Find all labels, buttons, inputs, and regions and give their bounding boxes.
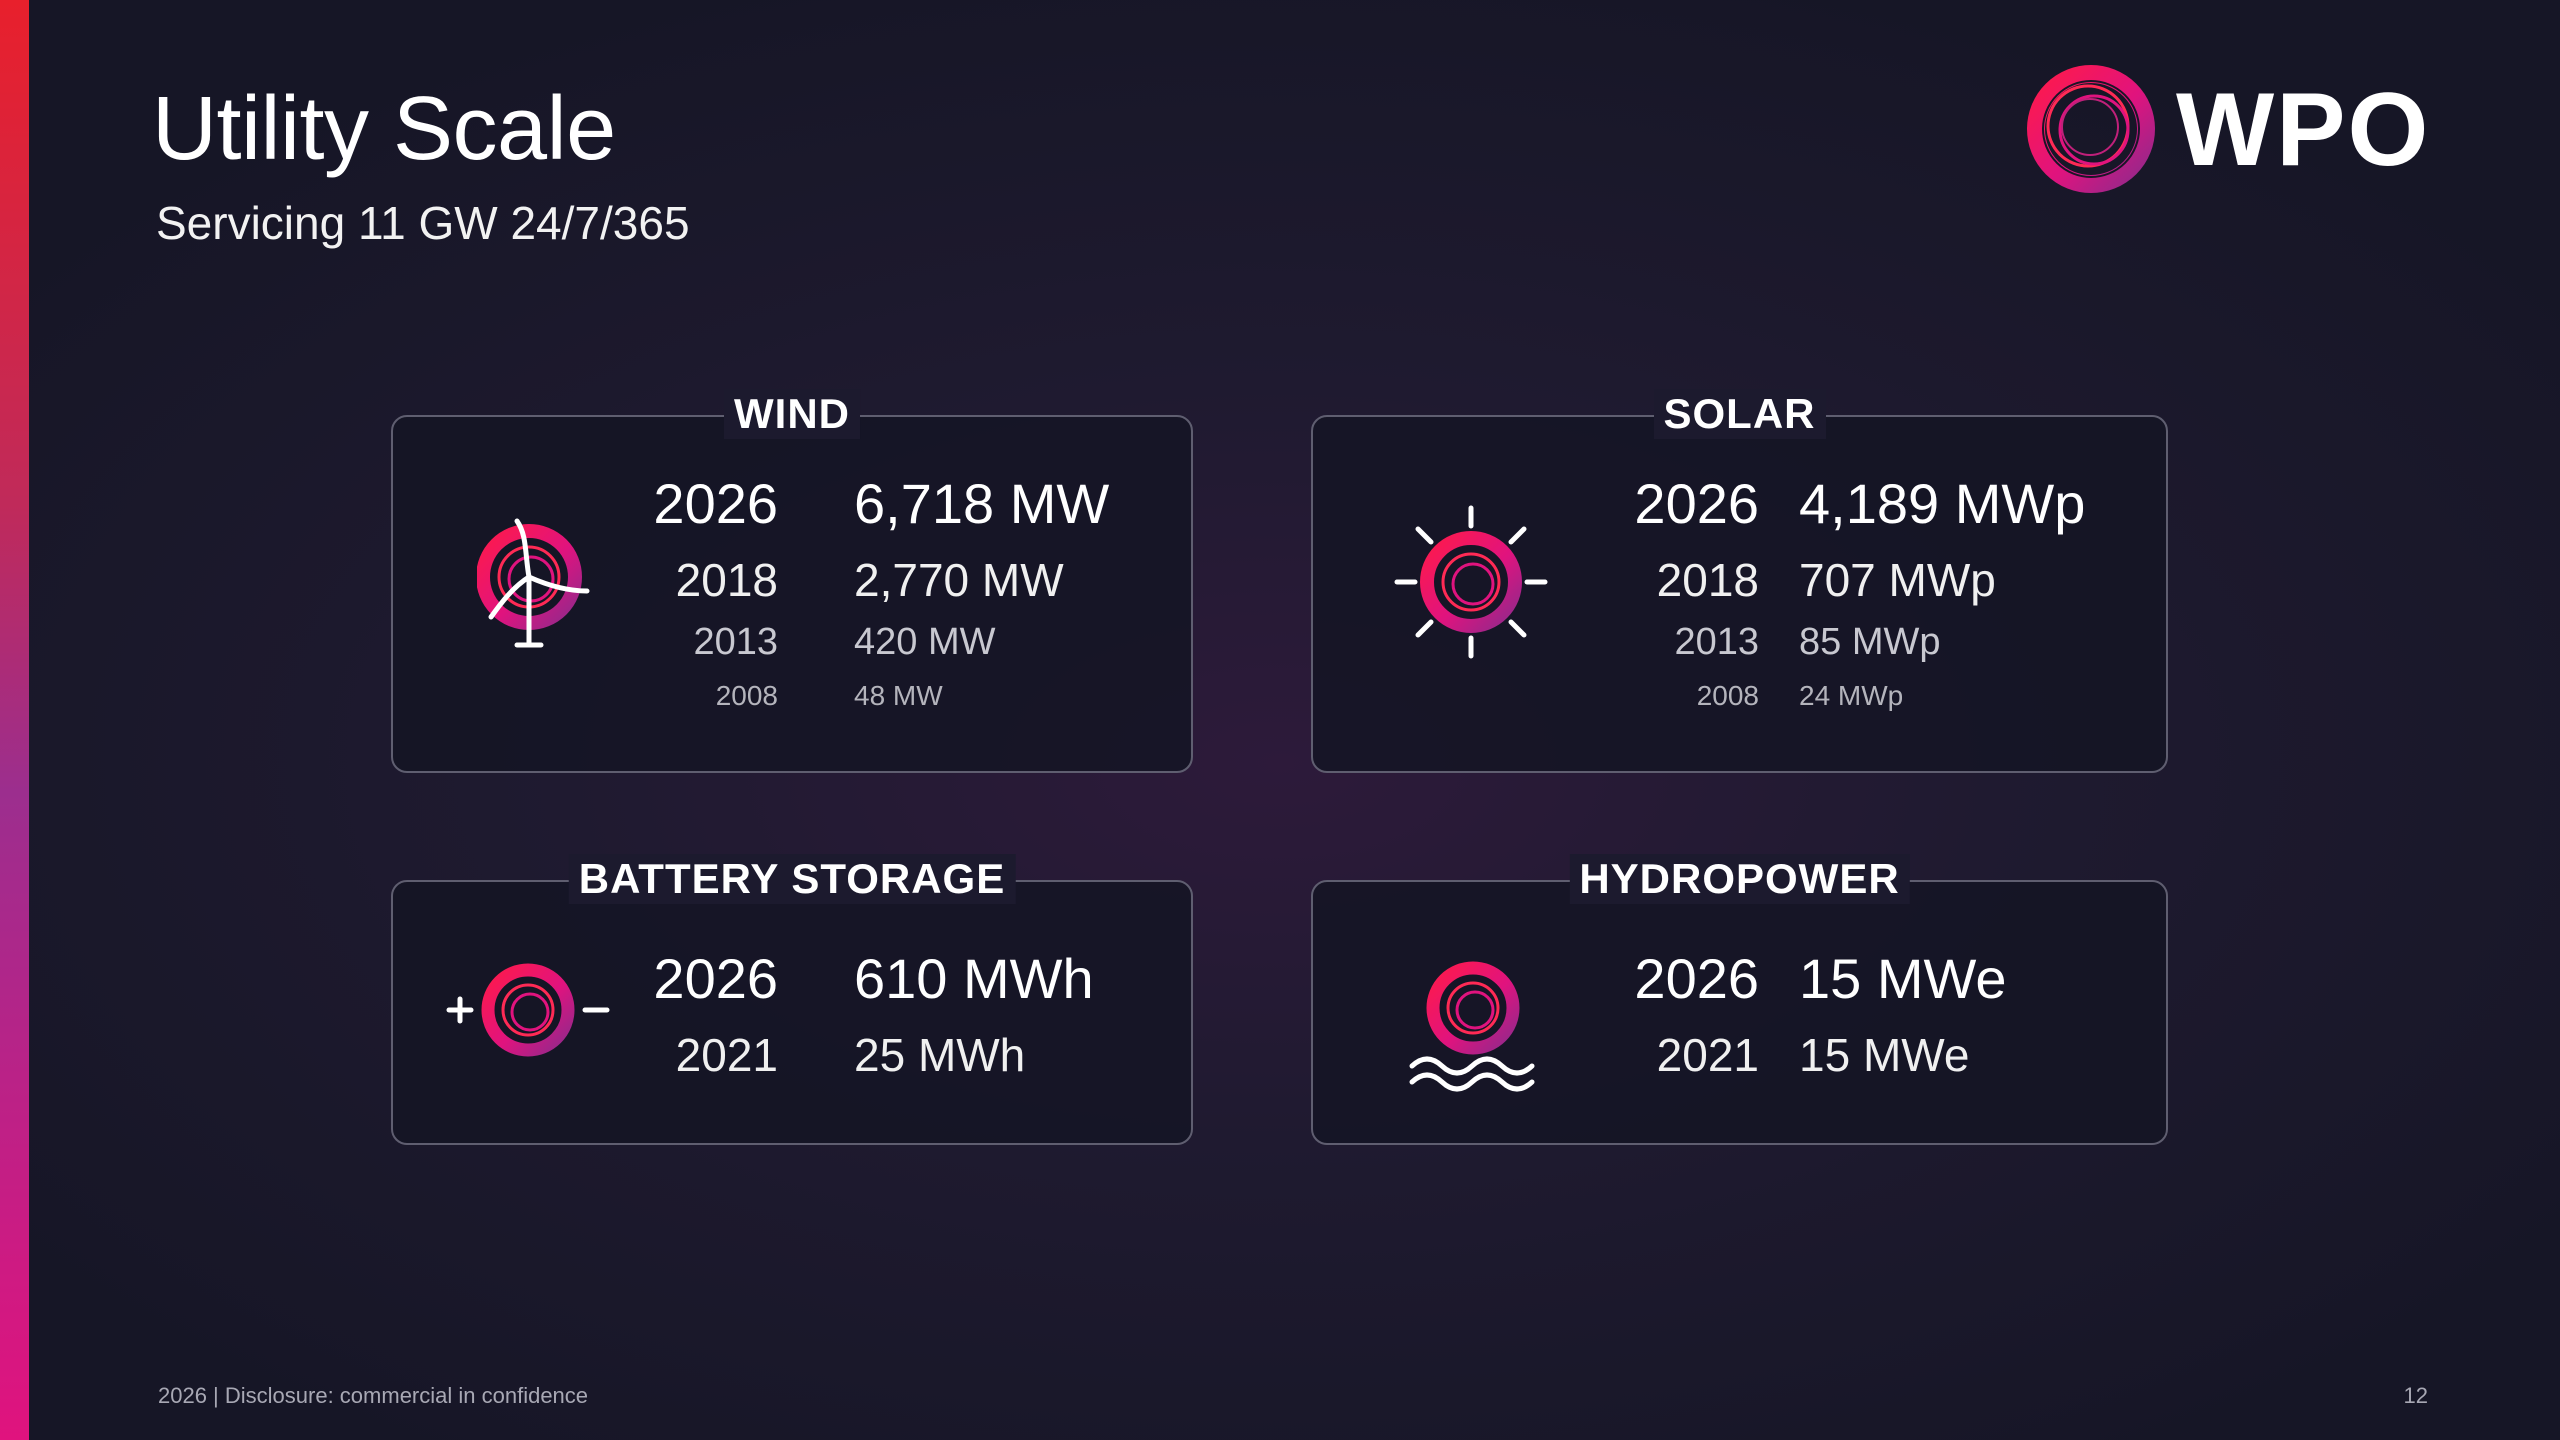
footer-disclosure: 2026 | Disclosure: commercial in confide…: [158, 1383, 589, 1408]
wind-value: 48 MW: [854, 680, 943, 711]
solar-card: SOLAR 2026 4,189 MWp 2018 707 MWp 2013 8…: [1311, 389, 2168, 773]
battery-year: 2021: [675, 1029, 778, 1081]
hydropower-year: 2021: [1656, 1029, 1759, 1081]
battery-card-label: BATTERY STORAGE: [568, 854, 1016, 905]
battery-icon: [446, 963, 610, 1057]
company-logo: WPO: [2026, 64, 2436, 194]
solar-value: 24 MWp: [1799, 680, 1904, 711]
accent-bar: [0, 0, 29, 1440]
hydropower-card-label: HYDROPOWER: [1569, 854, 1910, 905]
solar-value: 4,189 MWp: [1799, 472, 2086, 535]
battery-year: 2026: [653, 947, 778, 1010]
solar-value: 707 MWp: [1799, 554, 1996, 606]
solar-year: 2026: [1634, 472, 1759, 535]
hydropower-year: 2026: [1634, 947, 1759, 1010]
battery-card: BATTERY STORAGE 2026 610 MWh 2021 25 MWh: [391, 854, 1193, 1145]
wind-year: 2013: [693, 621, 778, 663]
hydropower-value: 15 MWe: [1799, 947, 2007, 1010]
solar-year: 2018: [1656, 554, 1759, 606]
wind-value: 2,770 MW: [854, 554, 1064, 606]
hydropower-card: HYDROPOWER 2026 15 MWe 2021 15 MWe: [1311, 854, 2168, 1145]
battery-value: 610 MWh: [854, 947, 1094, 1010]
solar-card-label: SOLAR: [1653, 389, 1826, 440]
wind-year: 2026: [653, 472, 778, 535]
swirl-ring-logo-icon: [2027, 65, 2155, 193]
logo-text: WPO: [2176, 72, 2431, 188]
page-subtitle: Servicing 11 GW 24/7/365: [156, 197, 690, 249]
sun-icon: [1394, 505, 1548, 659]
wind-card-label: WIND: [724, 389, 860, 440]
hydropower-value: 15 MWe: [1799, 1029, 1970, 1081]
page-title: Utility Scale: [152, 79, 616, 179]
page-number: 12: [2403, 1383, 2428, 1408]
solar-value: 85 MWp: [1799, 621, 1941, 663]
battery-value: 25 MWh: [854, 1029, 1026, 1081]
wind-year: 2008: [715, 680, 778, 711]
water-waves-icon: [1409, 961, 1535, 1092]
wind-year: 2018: [675, 554, 778, 606]
solar-year: 2013: [1674, 621, 1759, 663]
wind-card: WIND 2026 6,718 MW 2018 2,770 MW 2013 42…: [391, 389, 1193, 773]
solar-year: 2008: [1696, 680, 1759, 711]
wind-value: 6,718 MW: [854, 472, 1110, 535]
wind-turbine-icon: [477, 518, 590, 648]
wind-value: 420 MW: [854, 621, 996, 663]
